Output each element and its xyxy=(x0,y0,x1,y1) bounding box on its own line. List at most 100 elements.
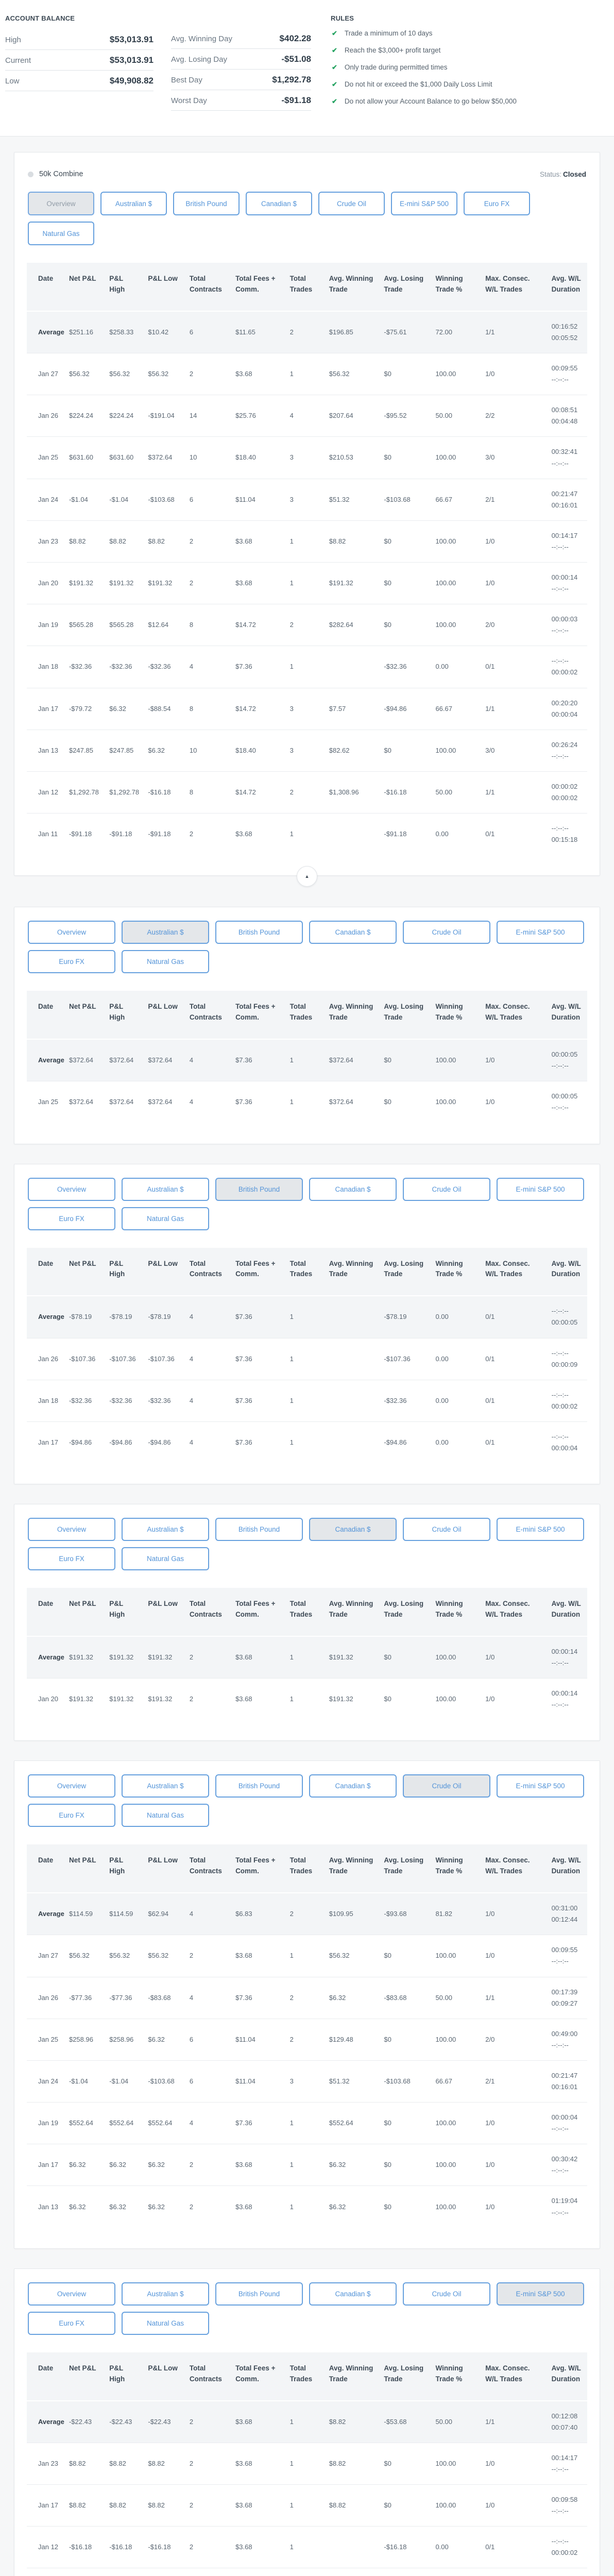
tab-crude-oil[interactable]: Crude Oil xyxy=(403,921,490,944)
cell-date: Jan 13 xyxy=(27,2185,65,2228)
cell-net-pl: -$1.04 xyxy=(64,478,106,521)
cell-pl-high: $6.32 xyxy=(105,687,144,730)
tab-canadian[interactable]: Canadian $ xyxy=(309,1177,397,1201)
tab-australian[interactable]: Australian $ xyxy=(122,1518,209,1541)
check-icon: ✔ xyxy=(332,46,337,54)
tab-overview[interactable]: Overview xyxy=(28,192,94,215)
tab-canadian[interactable]: Canadian $ xyxy=(309,1774,397,1798)
cell-total-contracts: 4 xyxy=(185,1337,232,1380)
table-row: Jan 17 -$79.72 $6.32 -$88.54 8 $14.72 3 $7.57 -$… xyxy=(27,687,587,730)
tab-euro-fx[interactable]: Euro FX xyxy=(28,2311,115,2335)
column-header-net-pl: Net P&L xyxy=(64,1247,106,1296)
cell-net-pl: -$32.36 xyxy=(64,1379,106,1422)
cell-max-consec-wl-trades: 1/0 xyxy=(481,1678,548,1720)
cell-avg-losing-trade: $0 xyxy=(380,2185,432,2228)
cell-winning-trade-pct: 100.00 xyxy=(431,2484,482,2527)
tab-crude-oil[interactable]: Crude Oil xyxy=(403,1774,490,1798)
cell-winning-trade-pct: 100.00 xyxy=(431,1935,482,1977)
tab-overview[interactable]: Overview xyxy=(28,1177,115,1201)
cell-avg-losing-trade: $0 xyxy=(380,436,432,479)
cell-net-pl: $372.64 xyxy=(64,1039,106,1081)
tab-british-pound[interactable]: British Pound xyxy=(215,1518,303,1541)
tab-crude-oil[interactable]: Crude Oil xyxy=(318,192,385,215)
tab-british-pound[interactable]: British Pound xyxy=(173,192,240,215)
column-header-avg-losing-trade: Avg. Losing Trade xyxy=(380,1247,432,1296)
cell-total-fees-comm: $7.36 xyxy=(231,1039,286,1081)
tab-canadian[interactable]: Canadian $ xyxy=(246,192,312,215)
cell-pl-high: $191.32 xyxy=(105,562,144,604)
tab-australian[interactable]: Australian $ xyxy=(100,192,167,215)
tab-e-mini-s-p-500[interactable]: E-mini S&P 500 xyxy=(497,1774,584,1798)
tab-overview[interactable]: Overview xyxy=(28,2282,115,2306)
tab-crude-oil[interactable]: Crude Oil xyxy=(403,1177,490,1201)
cell-pl-low: $6.32 xyxy=(144,2185,185,2228)
tab-e-mini-s-p-500[interactable]: E-mini S&P 500 xyxy=(497,2282,584,2306)
tab-e-mini-s-p-500[interactable]: E-mini S&P 500 xyxy=(391,192,457,215)
tab-natural-gas[interactable]: Natural Gas xyxy=(122,2311,209,2335)
cell-avg-wl-duration: --:--:-- 00:00:05 xyxy=(547,1295,587,1338)
tab-overview[interactable]: Overview xyxy=(28,921,115,944)
column-header-avg-winning-trade: Avg. Winning Trade xyxy=(325,263,380,311)
cell-avg-losing-trade: $0 xyxy=(380,562,432,604)
tab-e-mini-s-p-500[interactable]: E-mini S&P 500 xyxy=(497,921,584,944)
tab-canadian[interactable]: Canadian $ xyxy=(309,2282,397,2306)
cell-total-trades: 1 xyxy=(285,1081,325,1123)
tab-overview[interactable]: Overview xyxy=(28,1518,115,1541)
cell-total-contracts: 4 xyxy=(185,1421,232,1464)
balance-label: High xyxy=(5,36,21,44)
table-row: Jan 27 $56.32 $56.32 $56.32 2 $3.68 1 $56.32 $0 1… xyxy=(27,1935,587,1977)
tab-natural-gas[interactable]: Natural Gas xyxy=(122,950,209,974)
cell-total-fees-comm: $3.68 xyxy=(231,1635,286,1679)
tab-canadian[interactable]: Canadian $ xyxy=(309,921,397,944)
cell-avg-losing-trade: $0 xyxy=(380,1635,432,1679)
tab-australian[interactable]: Australian $ xyxy=(122,1774,209,1798)
tab-australian[interactable]: Australian $ xyxy=(122,1177,209,1201)
cell-total-contracts: 4 xyxy=(185,1039,232,1081)
table-row: Jan 20 $191.32 $191.32 $191.32 2 $3.68 1 $191.3… xyxy=(27,1678,587,1720)
tab-euro-fx[interactable]: Euro FX xyxy=(28,1207,115,1230)
cell-date: Jan 18 xyxy=(27,646,65,688)
column-header-max-consec-wl-trades: Max. Consec. W/L Trades xyxy=(481,1588,548,1636)
cell-max-consec-wl-trades: 1/0 xyxy=(481,1081,548,1123)
tab-british-pound[interactable]: British Pound xyxy=(215,1774,303,1798)
tab-british-pound[interactable]: British Pound xyxy=(215,2282,303,2306)
rule-text: Reach the $3,000+ profit target xyxy=(344,46,441,54)
column-header-total-contracts: Total Contracts xyxy=(185,263,232,311)
cell-total-fees-comm: $7.36 xyxy=(231,1295,286,1338)
cell-avg-wl-duration: 00:14:17 --:--:-- xyxy=(547,520,587,563)
tab-natural-gas[interactable]: Natural Gas xyxy=(122,1804,209,1827)
instrument-tabs: Overview Australian $ British Pound Canadia… xyxy=(28,2282,586,2335)
tab-crude-oil[interactable]: Crude Oil xyxy=(403,2282,490,2306)
cell-total-contracts: 4 xyxy=(185,2102,232,2144)
tab-british-pound[interactable]: British Pound xyxy=(215,921,303,944)
tab-e-mini-s-p-500[interactable]: E-mini S&P 500 xyxy=(497,1518,584,1541)
cell-pl-high: -$22.43 xyxy=(105,2400,144,2443)
tab-natural-gas[interactable]: Natural Gas xyxy=(28,222,94,245)
tab-british-pound[interactable]: British Pound xyxy=(215,1177,303,1201)
tab-euro-fx[interactable]: Euro FX xyxy=(28,1804,115,1827)
cell-total-contracts: 2 xyxy=(185,353,232,395)
stat-row-worst-day: Worst Day -$91.18 xyxy=(171,90,311,111)
chevron-up-icon: ▲ xyxy=(304,874,310,879)
table-row: Jan 13 $6.32 $6.32 $6.32 2 $3.68 1 $6.32 $0 100.0… xyxy=(27,2185,587,2228)
tab-euro-fx[interactable]: Euro FX xyxy=(28,950,115,974)
tab-e-mini-s-p-500[interactable]: E-mini S&P 500 xyxy=(497,1177,584,1201)
tab-canadian[interactable]: Canadian $ xyxy=(309,1518,397,1541)
tab-natural-gas[interactable]: Natural Gas xyxy=(122,1547,209,1571)
tab-natural-gas[interactable]: Natural Gas xyxy=(122,1207,209,1230)
cell-avg-losing-trade: -$94.86 xyxy=(380,687,432,730)
rules-panel: RULES ✔ Trade a minimum of 10 days ✔ Rea… xyxy=(329,14,599,114)
tab-euro-fx[interactable]: Euro FX xyxy=(28,1547,115,1571)
tab-overview[interactable]: Overview xyxy=(28,1774,115,1798)
cell-pl-high: -$77.36 xyxy=(105,1976,144,2019)
tab-australian[interactable]: Australian $ xyxy=(122,921,209,944)
tab-euro-fx[interactable]: Euro FX xyxy=(464,192,530,215)
cell-total-fees-comm: $3.68 xyxy=(231,562,286,604)
cell-net-pl: -$94.86 xyxy=(64,1421,106,1464)
collapse-button[interactable]: ▲ xyxy=(297,866,317,887)
cell-total-contracts: 8 xyxy=(185,604,232,646)
cell-winning-trade-pct: 0.00 xyxy=(431,1379,482,1422)
tab-crude-oil[interactable]: Crude Oil xyxy=(403,1518,490,1541)
tab-australian[interactable]: Australian $ xyxy=(122,2282,209,2306)
cell-total-fees-comm: $7.36 xyxy=(231,2102,286,2144)
